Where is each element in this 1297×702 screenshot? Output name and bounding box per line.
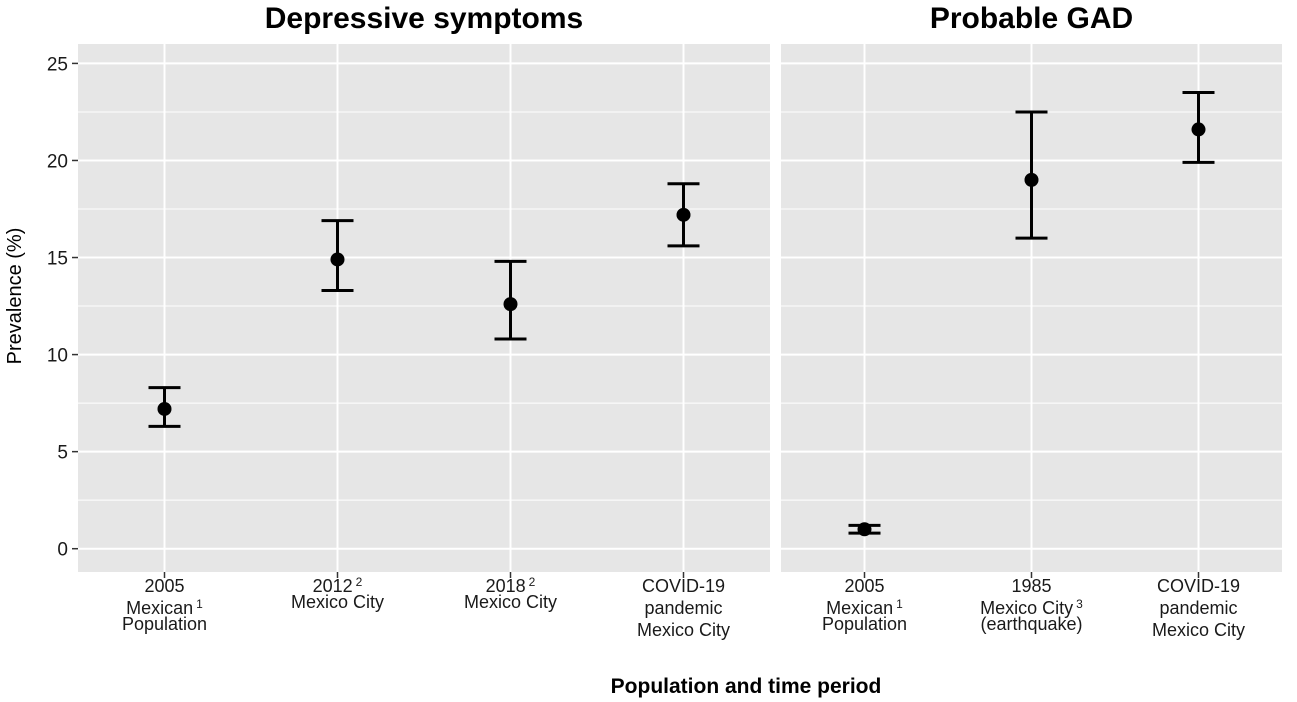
panel-title: Depressive symptoms (265, 2, 584, 35)
data-point (1191, 122, 1206, 137)
panel-background (78, 44, 770, 572)
y-tick-label: 10 (47, 346, 68, 367)
x-tick-label: COVID-19 pandemic Mexico City (637, 576, 730, 640)
y-tick-label: 15 (47, 249, 68, 270)
x-tick-label: COVID-19 pandemic Mexico City (1152, 576, 1245, 640)
x-tick-label: 2018 2 Mexico City (464, 575, 557, 612)
error-bars-and-points (148, 91, 1215, 537)
data-point (1024, 172, 1039, 187)
data-point (157, 401, 172, 416)
y-tick-label: 25 (47, 54, 68, 75)
x-tick-label: 2012 2 Mexico City (291, 575, 384, 612)
x-tick-label: 2005 Mexican 1 Population (122, 576, 207, 634)
x-tick-label: 1985 Mexico City 3 (earthquake) (980, 576, 1083, 634)
panel-backgrounds (78, 44, 1282, 572)
x-tick-label: 2005 Mexican 1 Population (822, 576, 907, 634)
y-axis-title: Prevalence (%) (4, 228, 26, 365)
data-point (857, 522, 872, 537)
text-labels: Depressive symptoms 2005 Mexican 1 Populatio… (47, 2, 1245, 640)
y-tick-label: 5 (57, 443, 68, 464)
data-point (503, 297, 518, 312)
axis-ticks (72, 62, 1200, 578)
data-point (676, 207, 691, 222)
y-tick-label: 20 (47, 151, 68, 172)
x-axis-title: Population and time period (611, 675, 882, 698)
panel-title: Probable GAD (930, 2, 1133, 35)
data-point (330, 252, 345, 267)
y-tick-label: 0 (57, 540, 68, 561)
